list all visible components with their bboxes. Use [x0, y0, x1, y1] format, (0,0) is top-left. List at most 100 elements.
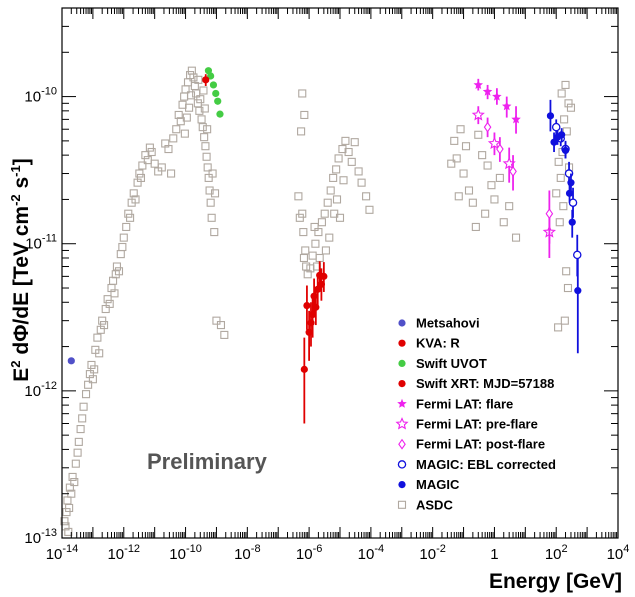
data-point	[210, 228, 219, 237]
data-point	[62, 508, 71, 517]
data-point	[210, 189, 220, 198]
data-point	[214, 97, 222, 105]
data-point	[554, 323, 563, 332]
data-point	[74, 437, 83, 446]
data-point	[557, 89, 566, 98]
axis-ticks	[61, 7, 619, 539]
legend-item: MAGIC	[398, 477, 460, 492]
data-point	[347, 157, 356, 166]
data-point	[471, 108, 485, 121]
x-tick-label: 10-2	[419, 543, 445, 563]
data-point	[450, 136, 459, 145]
data-point	[202, 76, 210, 84]
data-point	[88, 375, 97, 384]
data-point	[136, 173, 146, 182]
data-point	[76, 425, 85, 434]
data-point	[203, 163, 212, 172]
data-point	[198, 123, 207, 132]
data-point	[126, 213, 135, 222]
legend-label: MAGIC	[416, 477, 460, 492]
data-point	[135, 169, 144, 178]
data-point	[129, 189, 138, 198]
data-point	[167, 169, 176, 178]
data-point	[207, 72, 215, 80]
preliminary-annotation: Preliminary	[147, 449, 268, 474]
data-point	[563, 283, 573, 293]
series-metsahovi	[67, 357, 75, 365]
y-axis-title: E2 dΦ/dE [TeV cm-2 s-1]	[8, 158, 33, 381]
legend-item: Fermi LAT: flare	[397, 396, 513, 411]
data-point	[555, 218, 564, 227]
data-point	[326, 186, 335, 195]
data-point	[65, 483, 74, 492]
legend-label: Metsahovi	[416, 316, 480, 331]
data-point	[499, 218, 508, 227]
x-tick-label: 10-10	[169, 543, 202, 563]
data-point	[299, 228, 308, 237]
legend-label: ASDC	[416, 497, 453, 512]
data-point	[301, 246, 310, 255]
data-point	[65, 503, 74, 513]
data-point	[95, 349, 104, 358]
data-point	[459, 169, 468, 178]
data-point	[298, 209, 307, 218]
data-point	[295, 213, 304, 222]
data-point	[64, 527, 73, 536]
legend-marker	[398, 380, 406, 388]
data-point	[487, 181, 496, 190]
x-tick-label: 10-4	[358, 543, 384, 563]
legend-item: Swift XRT: MJD=57188	[398, 376, 554, 391]
data-point	[308, 251, 317, 260]
legend-label: Swift UVOT	[416, 356, 487, 371]
series-asdc	[60, 66, 576, 536]
data-point	[568, 218, 576, 226]
data-point	[315, 253, 324, 263]
data-point	[344, 147, 353, 157]
legend-label: MAGIC: EBL corrected	[416, 457, 556, 472]
legend-marker	[397, 500, 407, 509]
data-point	[332, 165, 341, 174]
data-point	[302, 262, 311, 271]
data-point	[114, 267, 124, 276]
y-tick-label: 10-13	[24, 527, 57, 547]
data-point	[474, 130, 483, 139]
data-point	[157, 163, 166, 172]
data-point	[561, 80, 570, 89]
data-point	[482, 86, 493, 96]
data-point	[109, 276, 118, 285]
data-point	[87, 360, 96, 370]
data-point	[73, 448, 82, 457]
data-point	[150, 159, 159, 168]
data-point	[67, 357, 75, 365]
data-point	[511, 233, 521, 242]
data-point	[297, 127, 306, 136]
data-point	[452, 154, 461, 163]
legend-label: KVA: R	[416, 336, 460, 351]
data-point	[335, 213, 345, 222]
data-point	[299, 253, 308, 263]
data-point	[567, 179, 575, 187]
data-point	[300, 365, 308, 373]
data-point	[178, 100, 187, 109]
data-point	[310, 222, 319, 232]
legend-marker	[398, 481, 406, 489]
data-point	[300, 110, 309, 120]
data-point	[323, 198, 332, 207]
data-point	[559, 202, 568, 211]
data-point	[365, 205, 374, 214]
data-point	[189, 73, 198, 82]
data-point	[84, 380, 93, 389]
data-point	[574, 287, 582, 295]
data-point	[63, 496, 72, 505]
data-point	[320, 272, 328, 280]
data-point	[197, 115, 206, 124]
data-point	[325, 233, 334, 242]
y-tick-label: 10-12	[24, 380, 57, 400]
legend-item: Swift UVOT	[398, 356, 487, 371]
data-point	[78, 414, 87, 423]
data-point	[473, 79, 483, 89]
data-point	[172, 125, 181, 134]
data-point	[298, 89, 307, 98]
data-point	[116, 250, 125, 259]
data-point	[454, 192, 463, 201]
